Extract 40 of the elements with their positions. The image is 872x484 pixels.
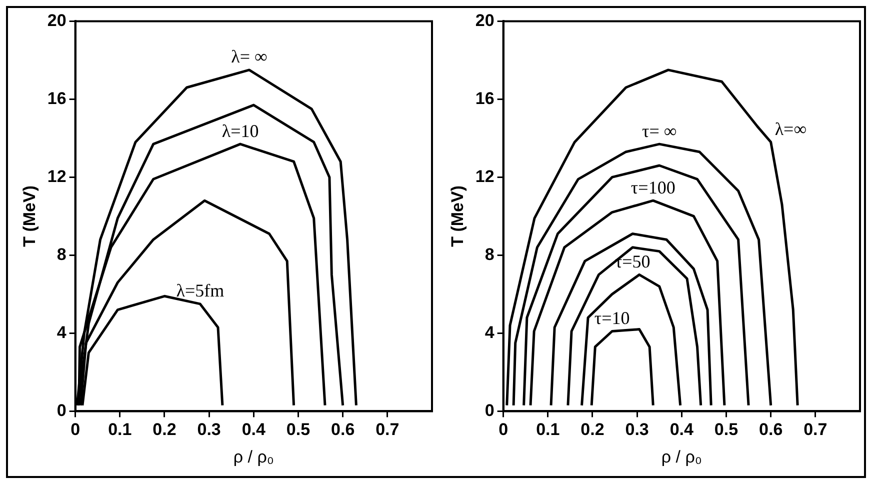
y-tick-label: 16 — [47, 88, 66, 108]
y-tick-label: 12 — [47, 166, 66, 186]
x-tick-label: 0.4 — [242, 420, 266, 440]
annotation: τ=50 — [614, 251, 650, 272]
annotation: λ=5fm — [176, 280, 224, 301]
y-tick-label: 16 — [475, 88, 494, 108]
x-axis-title: ρ / ρ₀ — [661, 447, 702, 466]
x-tick-label: 0.6 — [759, 420, 783, 440]
annotation: τ=10 — [594, 308, 630, 328]
y-tick-label: 20 — [47, 10, 66, 30]
y-tick-label: 0 — [484, 400, 494, 420]
annotation: λ= ∞ — [231, 46, 268, 67]
x-tick-label: 0.3 — [625, 420, 649, 440]
x-tick-label: 0.7 — [804, 420, 828, 440]
x-tick-label: 0.5 — [286, 420, 310, 440]
x-tick-label: 0.1 — [536, 420, 560, 440]
y-tick-label: 4 — [56, 322, 67, 342]
y-axis-title: T (MeV) — [20, 186, 39, 247]
x-tick-label: 0.6 — [331, 420, 355, 440]
x-axis-title: ρ / ρ₀ — [233, 447, 274, 466]
x-tick-label: 0.5 — [714, 420, 738, 440]
y-tick-label: 8 — [484, 244, 494, 264]
y-tick-label: 12 — [475, 166, 494, 186]
y-tick-label: 0 — [56, 400, 66, 420]
x-tick-label: 0.2 — [152, 420, 176, 440]
x-tick-label: 0.3 — [197, 420, 221, 440]
x-tick-label: 0 — [498, 420, 508, 440]
x-tick-label: 0.4 — [670, 420, 694, 440]
x-tick-label: 0.2 — [580, 420, 604, 440]
annotation: τ= ∞ — [642, 120, 677, 141]
x-tick-label: 0.7 — [376, 420, 400, 440]
annotation: λ=10 — [222, 120, 259, 141]
x-tick-label: 0 — [70, 420, 80, 440]
y-tick-label: 8 — [56, 244, 66, 264]
y-axis-title: T (MeV) — [448, 186, 467, 247]
annotation: λ=∞ — [774, 118, 807, 139]
x-tick-label: 0.1 — [108, 420, 132, 440]
y-tick-label: 4 — [484, 322, 495, 342]
annotation: τ=100 — [630, 177, 676, 198]
y-tick-label: 20 — [475, 10, 494, 30]
